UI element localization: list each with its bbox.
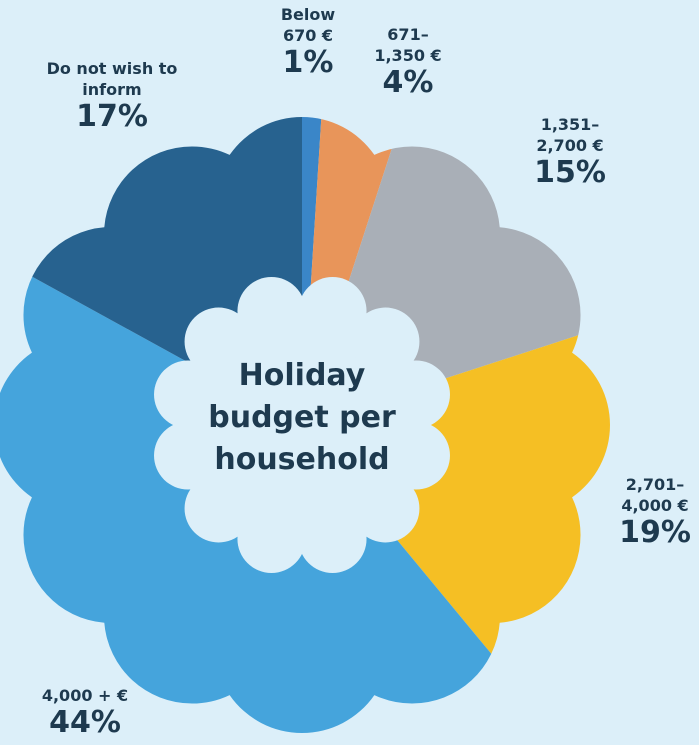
hole-petal (351, 474, 420, 543)
category-label: 2,701–4,000 € (621, 475, 689, 515)
hole-petal (184, 307, 253, 376)
hole-petal (184, 474, 253, 543)
slice-label: 2,701–4,000 €19% (610, 474, 699, 550)
hole-petal (351, 307, 420, 376)
category-label: Do not wish to inform (46, 59, 178, 99)
hole-petal (154, 360, 223, 429)
value-label: 44% (49, 705, 121, 740)
category-label: 671–1,350 € (374, 25, 442, 65)
slice-label: Do not wish to inform 17% (32, 58, 192, 134)
hole-petal (237, 277, 306, 346)
hole-petal (237, 504, 306, 573)
hole-petal (298, 504, 367, 573)
slice-label: Below 670 €1% (268, 4, 348, 80)
value-label: 15% (534, 155, 606, 190)
hole-petal (298, 277, 367, 346)
center-title: Holiday budget per household (208, 358, 396, 477)
value-label: 1% (282, 45, 334, 80)
slice-label: 1,351–2,700 €15% (525, 114, 615, 190)
category-label: Below 670 € (280, 5, 336, 45)
center-hole (154, 277, 450, 573)
category-label: 4,000 + € (41, 686, 129, 705)
hole-petal (381, 421, 450, 490)
slice-label: 4,000 + €44% (15, 685, 155, 740)
category-label: 1,351–2,700 € (536, 115, 604, 155)
value-label: 17% (76, 99, 148, 134)
value-label: 19% (619, 515, 691, 550)
hole-petal (154, 421, 223, 490)
value-label: 4% (382, 65, 434, 100)
hole-petal (381, 360, 450, 429)
slice-label: 671–1,350 €4% (363, 24, 453, 100)
